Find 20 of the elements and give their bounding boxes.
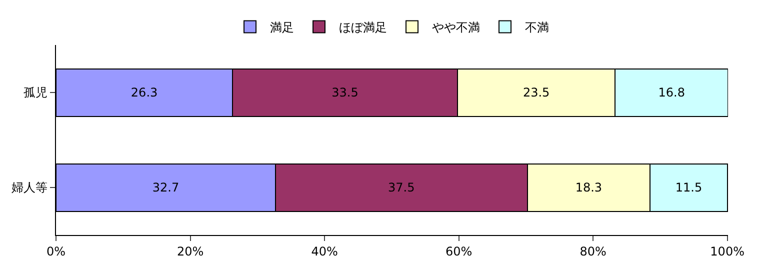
- x-tick-label: 0%: [46, 244, 66, 258]
- legend-label: 不満: [525, 20, 549, 34]
- y-tick-label: 孤児: [24, 86, 48, 100]
- x-tick-label: 20%: [176, 244, 204, 258]
- y-tick-label: 婦人等: [12, 180, 48, 195]
- data-label: 18.3: [575, 180, 602, 194]
- legend-label: やや不満: [432, 20, 480, 34]
- x-tick-label: 100%: [710, 244, 744, 258]
- data-label: 37.5: [388, 180, 415, 194]
- x-tick-label: 80%: [580, 244, 606, 258]
- legend-label: 満足: [270, 20, 294, 34]
- data-label: 33.5: [332, 86, 358, 100]
- data-label: 32.7: [152, 180, 180, 194]
- x-tick-label: 40%: [311, 244, 338, 258]
- data-label: 16.8: [658, 86, 685, 100]
- x-tick-label: 60%: [445, 244, 472, 258]
- data-label: 23.5: [522, 86, 550, 100]
- legend-label: ほぼ満足: [339, 20, 387, 34]
- data-label: 11.5: [675, 180, 702, 194]
- data-label: 26.3: [130, 86, 158, 100]
